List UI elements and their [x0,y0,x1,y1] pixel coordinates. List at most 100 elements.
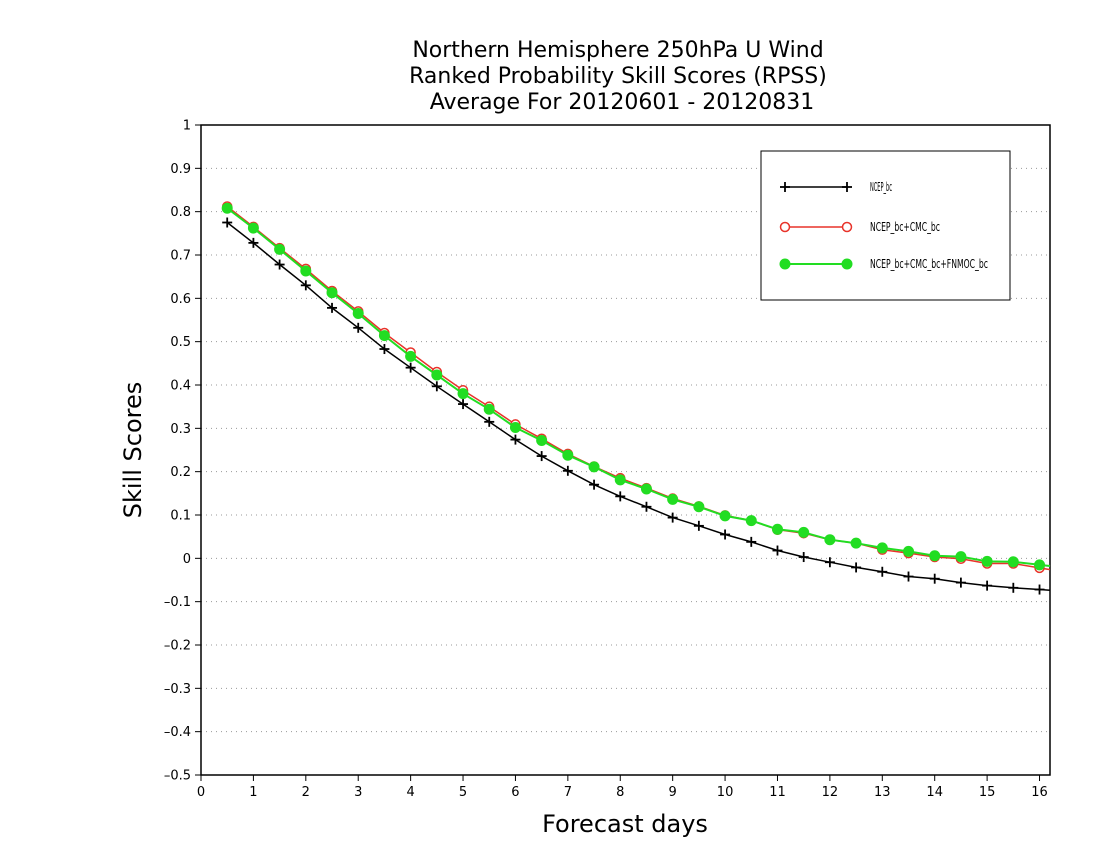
data-point [955,577,966,588]
data-point [562,449,574,461]
legend-marker [779,221,791,233]
legend-marker [841,221,853,233]
x-tick-label: 10 [717,785,734,800]
data-point [824,557,835,568]
data-point [222,217,233,228]
legend-label: NCEP_bc+CMC_bc [870,220,940,234]
x-tick-label: 3 [354,785,362,800]
y-tick-label: 0.8 [170,205,191,220]
data-point [903,571,914,582]
legend-entry-3: NCEP_bc+CMC_bc+FNMOC_bc [779,257,988,271]
y-tick-label: –0.5 [164,769,191,784]
data-point [720,529,731,540]
data-point [877,566,888,577]
chart-title-line-1: Northern Hemisphere 250hPa U Wind [412,38,823,63]
y-tick-label: –0.3 [164,682,191,697]
data-point [641,501,652,512]
x-tick-label: 7 [564,785,572,800]
data-point [851,562,862,573]
data-point [903,545,914,557]
data-point [981,555,993,567]
x-tick-label: 13 [874,785,891,800]
data-point [798,552,809,563]
data-point [746,536,757,547]
y-tick-label: 0.9 [170,162,191,177]
data-point [614,474,626,486]
data-point [405,362,416,373]
x-tick-label: 5 [459,785,467,800]
series-group [221,201,1051,595]
x-tick-label: 1 [249,785,257,800]
data-point [667,512,678,523]
data-point [326,287,338,299]
data-point [929,550,941,562]
data-point [248,237,259,248]
data-point [221,202,233,214]
legend-marker [780,182,790,192]
data-point [458,399,469,410]
y-tick-label: 0.3 [170,422,191,437]
data-point [274,259,285,270]
y-tick-label: 0.6 [170,292,191,307]
data-point [615,491,626,502]
data-point [327,302,338,313]
data-point [693,520,704,531]
data-point [588,461,600,473]
data-point [431,381,442,392]
x-tick-label: 6 [511,785,519,800]
data-point [824,534,836,546]
data-point [745,515,757,527]
data-point [982,580,993,591]
data-point [693,501,705,513]
data-point [300,280,311,291]
series-3 [221,202,1051,571]
data-point [484,416,495,427]
data-point [247,222,259,234]
y-tick-label: 0 [183,552,191,567]
data-point [378,330,390,342]
chart-title-line-3: Average For 20120601 - 20120831 [430,90,815,115]
data-point [379,344,390,355]
y-tick-label: 0.5 [170,335,191,350]
data-point [772,545,783,556]
y-tick-label: 1 [183,119,191,134]
data-point [274,243,286,255]
data-point [1007,556,1019,568]
x-tick-label: 11 [769,785,786,800]
x-tick-label: 4 [406,785,414,800]
legend-entry-1: NCEP_bc [780,180,892,194]
data-point [955,551,967,563]
data-point [457,388,469,400]
y-tick-label: 0.4 [170,379,191,394]
data-point [640,483,652,495]
x-axis-title: Forecast days [542,810,708,838]
data-point [510,434,521,445]
legend: NCEP_bc NCEP_bc+CMC_bc NCEP_bc+CMC_bc+FNMO… [760,150,1011,301]
x-tick-label: 16 [1031,785,1048,800]
data-point [798,526,810,538]
data-point [667,493,679,505]
data-point [300,265,312,277]
x-tick-label: 2 [302,785,310,800]
legend-marker [779,258,791,270]
x-tick-label: 12 [822,785,839,800]
data-point [1008,582,1019,593]
y-tick-label: 0.7 [170,249,191,264]
y-tick-label: 0.1 [170,509,191,524]
legend-label: NCEP_bc+CMC_bc+FNMOC_bc [870,257,988,271]
series-line-tail [1039,563,1051,568]
series-1 [222,217,1051,595]
data-point [536,434,548,446]
y-tick-label: –0.1 [164,595,191,610]
data-point [483,403,495,415]
data-point [589,479,600,490]
series-line-tail [1039,588,1051,591]
legend-label: NCEP_bc [870,180,892,194]
data-point [352,308,364,319]
x-tick-label: 9 [669,785,677,800]
legend-marker [841,258,853,270]
data-point [353,322,364,333]
x-tick-label: 8 [616,785,624,800]
data-point [536,451,547,462]
